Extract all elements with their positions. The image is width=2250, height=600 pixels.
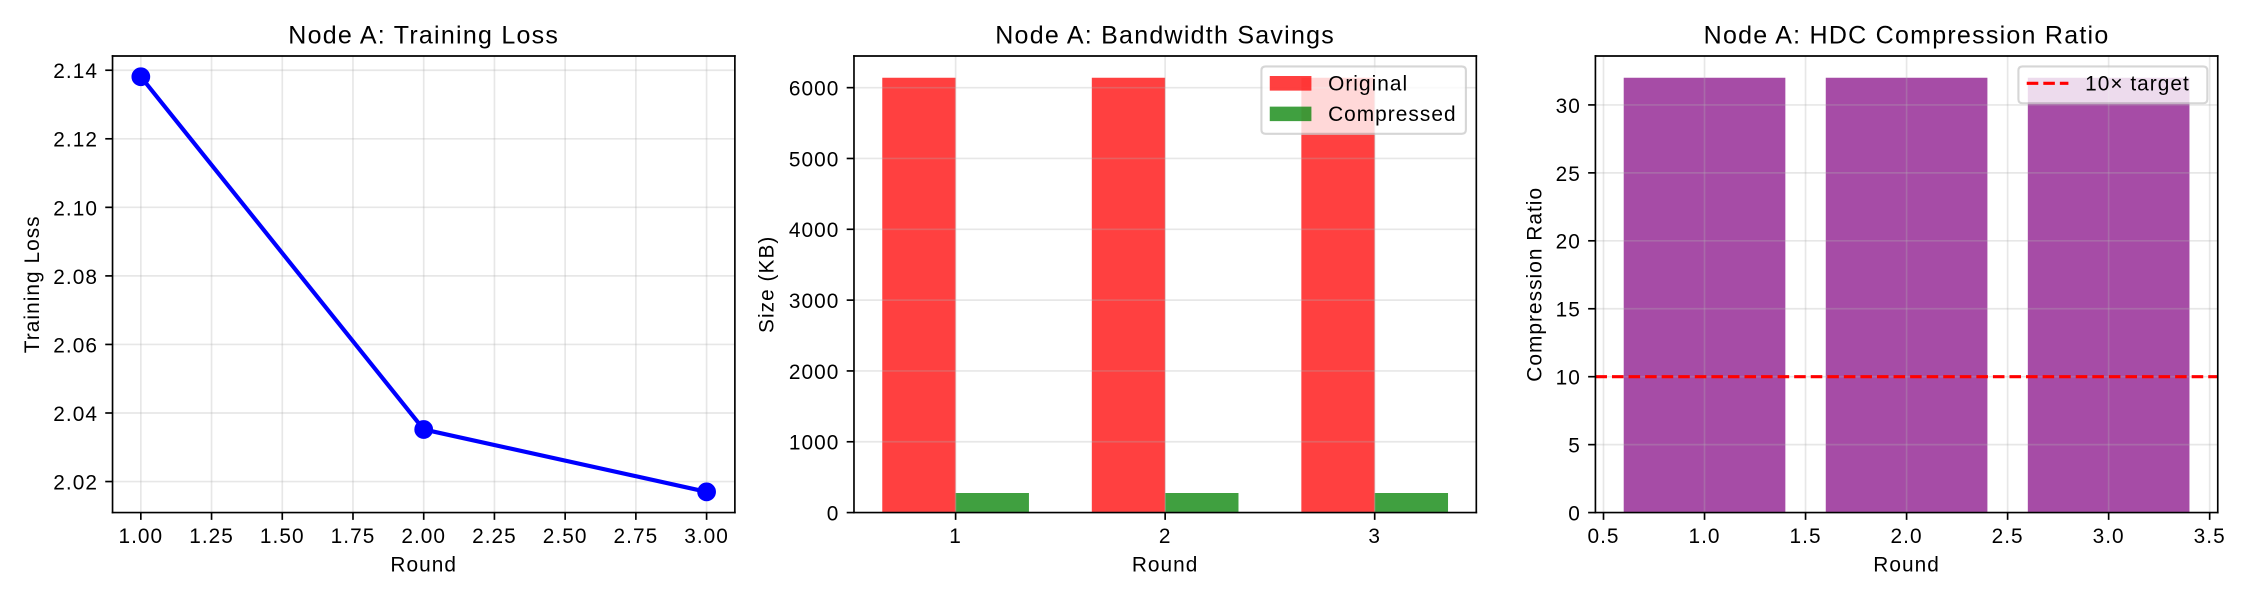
svg-text:10× target: 10× target [2085, 73, 2190, 96]
svg-text:Node A: Training Loss: Node A: Training Loss [288, 21, 559, 49]
svg-text:20: 20 [1556, 231, 1581, 254]
svg-text:30: 30 [1556, 95, 1581, 118]
svg-text:3.0: 3.0 [2093, 525, 2125, 548]
svg-text:2.04: 2.04 [53, 403, 98, 426]
svg-text:2.10: 2.10 [53, 197, 98, 220]
svg-text:Node A: Bandwidth Savings: Node A: Bandwidth Savings [995, 21, 1335, 49]
svg-text:0: 0 [827, 502, 840, 525]
svg-text:3.5: 3.5 [2194, 525, 2226, 548]
svg-text:6000: 6000 [789, 78, 840, 101]
svg-text:5: 5 [1568, 435, 1581, 458]
svg-text:3: 3 [1368, 525, 1381, 548]
svg-text:3000: 3000 [789, 290, 840, 313]
svg-text:2.75: 2.75 [614, 525, 659, 548]
svg-text:Round: Round [1132, 553, 1199, 576]
svg-text:1: 1 [949, 525, 962, 548]
svg-text:Compressed: Compressed [1328, 103, 1457, 126]
svg-text:5000: 5000 [789, 148, 840, 171]
svg-text:3.00: 3.00 [684, 525, 729, 548]
svg-text:25: 25 [1556, 163, 1581, 186]
svg-text:Size (KB): Size (KB) [756, 236, 779, 333]
svg-text:1000: 1000 [789, 432, 840, 455]
svg-text:1.50: 1.50 [260, 525, 305, 548]
svg-text:2.12: 2.12 [53, 129, 98, 152]
svg-text:1.00: 1.00 [118, 525, 163, 548]
svg-text:2.00: 2.00 [401, 525, 446, 548]
svg-text:1.75: 1.75 [331, 525, 376, 548]
svg-text:Round: Round [390, 553, 457, 576]
svg-text:Round: Round [1873, 553, 1940, 576]
svg-text:2.06: 2.06 [53, 334, 98, 357]
svg-text:Original: Original [1328, 73, 1408, 96]
svg-text:0.5: 0.5 [1587, 525, 1619, 548]
svg-text:2.0: 2.0 [1891, 525, 1923, 548]
svg-text:1.0: 1.0 [1688, 525, 1720, 548]
svg-text:2000: 2000 [789, 361, 840, 384]
svg-text:2: 2 [1159, 525, 1172, 548]
svg-text:2.14: 2.14 [53, 60, 98, 83]
svg-text:1.5: 1.5 [1790, 525, 1822, 548]
svg-text:4000: 4000 [789, 219, 840, 242]
svg-text:2.50: 2.50 [543, 525, 588, 548]
svg-text:2.5: 2.5 [1992, 525, 2024, 548]
svg-text:1.25: 1.25 [189, 525, 234, 548]
svg-text:2.08: 2.08 [53, 266, 98, 289]
svg-text:10: 10 [1556, 367, 1581, 390]
svg-text:Node A: HDC Compression Ratio: Node A: HDC Compression Ratio [1704, 21, 2110, 49]
svg-text:15: 15 [1556, 299, 1581, 322]
svg-text:2.25: 2.25 [472, 525, 517, 548]
svg-text:Compression Ratio: Compression Ratio [1524, 187, 1547, 382]
svg-text:0: 0 [1568, 502, 1581, 525]
svg-text:2.02: 2.02 [53, 471, 98, 494]
svg-text:Training Loss: Training Loss [21, 215, 44, 353]
